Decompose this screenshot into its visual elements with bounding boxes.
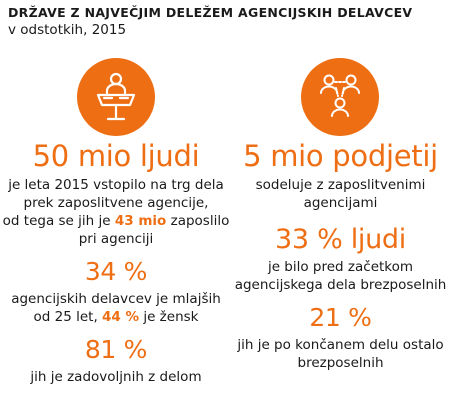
left-text-line3: od tega se jih je 43 mio zaposlilo xyxy=(0,212,232,230)
right-headline: 5 mio podjetij xyxy=(243,139,438,173)
left-text-line3-b: zaposlilo xyxy=(166,213,230,229)
left-text-line3-a: od tega se jih je xyxy=(2,213,115,229)
left-stat3-line1: jih je zadovoljnih z delom xyxy=(30,369,202,385)
right-column: 5 mio podjetij sodeluje z zaposlitvenimi… xyxy=(226,139,455,372)
presenter-at-desk-icon xyxy=(77,58,155,136)
right-text-line1: sodeluje z zaposlitvenimi xyxy=(255,177,426,193)
left-text-line4: pri agenciji xyxy=(78,231,154,247)
right-stat2-line1: je bilo pred začetkom xyxy=(267,259,414,275)
left-stat2-line1: agencijskih delavcev je mlajših xyxy=(11,291,221,307)
left-stat2-line2: od 25 let, 44 % je žensk xyxy=(0,308,232,326)
left-column: 50 mio ljudi je leta 2015 vstopilo na tr… xyxy=(0,139,232,386)
right-stat3-line2: brezposelnih xyxy=(297,355,384,371)
left-highlight-43mio: 43 mio xyxy=(114,213,167,229)
left-stat2-line2-b: je žensk xyxy=(139,309,199,325)
people-network-icon xyxy=(301,58,379,136)
page-subtitle: v odstotkih, 2015 xyxy=(8,22,127,38)
page-title: DRŽAVE Z NAJVEČJIM DELEŽEM AGENCIJSKIH D… xyxy=(8,5,413,20)
left-text-line1: je leta 2015 vstopilo na trg dela xyxy=(8,177,224,193)
left-highlight-44: 44 % xyxy=(102,309,140,325)
left-stat2-value: 34 % xyxy=(84,257,148,286)
right-stat3-line1: jih je po končanem delu ostalo xyxy=(237,337,444,353)
right-stat2-line2: agencijskega dela brezposelnih xyxy=(234,277,447,293)
left-stat2-line2-a: od 25 let, xyxy=(33,309,103,325)
right-stat3-value: 21 % xyxy=(309,303,372,332)
right-text-line2: agencijami xyxy=(303,195,378,211)
left-stat3-value: 81 % xyxy=(84,335,148,364)
left-headline: 50 mio ljudi xyxy=(32,139,200,173)
left-text-line2: prek zaposlitvene agencije, xyxy=(23,195,209,211)
right-stat2-value: 33 % ljudi xyxy=(275,224,406,255)
